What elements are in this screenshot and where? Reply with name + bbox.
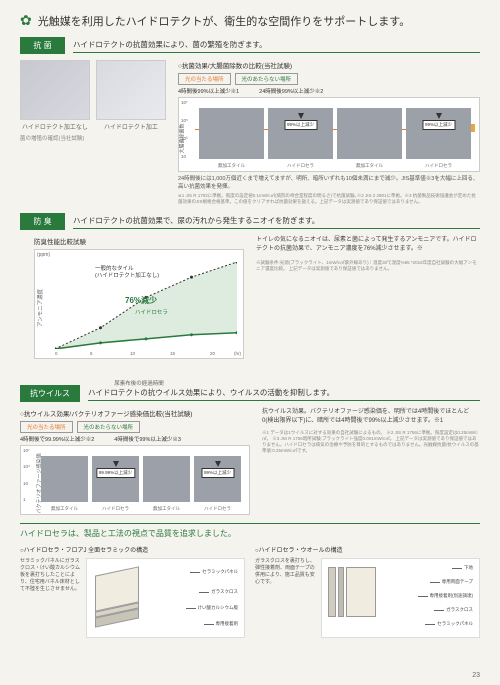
tile-group: ハイドロテクト加工なし ハイドロテクト加工 菌の増殖の確認(当社試験) [20,60,166,205]
chart-1: ○抗菌効果/大腸菌除数の比較(当社試験) 光の当たる場所 光のあたらない場所 4… [178,60,480,205]
sub1: 4時間後99%以上減少※1 [178,87,239,95]
main-title: ✿ 光触媒を利用したハイドロテクトが、衛生的な空間作りをサポートします。 [0,0,500,37]
section-deodorize: 防 臭 ハイドロテクトの抗菌効果で、尿の汚れから発生するニオイを防ぎます。 防臭… [0,213,500,377]
diagram-box-2: 下地 専用両面テープ 専用接着剤(別途調達) ガラスクロス セラミックパネル [321,558,480,638]
lc-xlabel: 尿素布後の経過時間 [34,379,244,387]
chart1-title: ○抗菌効果/大腸菌除数の比較(当社試験) [178,60,480,70]
bar-chart-3: バクテリオファージ感染価 10⁷10⁴101 無加工タイル 99.99%以上減少… [20,445,250,515]
desc-antivirus: ハイドロテクトの抗ウイルス効果により、ウイルスの活動を抑制します。 [88,387,480,401]
desc-antibacterial: ハイドロテクトの抗菌効果により、菌の繁殖を防ぎます。 [73,39,480,53]
chart3-title: ○抗ウイルス効果/バクテリオファージ感染価比較(当社試験) [20,408,250,418]
diagram-wall: ○ハイドロセラ・ウオールの構造 ガラスクロスを裏打ちし、弾性接着剤、両面テープの… [255,545,480,638]
title-text: 光触媒を利用したハイドロテクトが、衛生的な空間作りをサポートします。 [38,13,410,29]
chart1-note: 24時間後には1,000万個近くまで増えてますが、明所、暗所いずれも10個未満に… [178,176,480,191]
chart2-title: 防臭性能比較試験 [34,236,244,246]
section-antibacterial: 抗 菌 ハイドロテクトの抗菌効果により、菌の繁殖を防ぎます。 ハイドロテクト加工… [0,37,500,205]
lc-badge-sub: ハイドロセラ [135,308,168,316]
side-text-3: 抗ウイルス効果。バクテリオファージ感染価を、明所では4時間後でほとんど0(検出限… [262,408,480,515]
legend3-light: 光の当たる場所 [20,421,73,433]
tag-deodorize: 防 臭 [20,213,65,230]
desc-deodorize: ハイドロテクトの抗菌効果で、尿の汚れから発生するニオイを防ぎます。 [73,215,480,229]
lc-badge: 76%減少 [125,295,157,306]
section-antivirus: 抗ウイルス ハイドロテクトの抗ウイルス効果により、ウイルスの活動を抑制します。 … [0,385,500,515]
chart1-fine: ※1 JIS R 1702に準拠。照度の設定値0.1mW/c㎡(病院の待合室程度… [178,193,480,205]
tile-cap-1: ハイドロテクト加工なし [20,122,90,131]
tile-cap-2: ハイドロテクト加工 [96,122,166,131]
line-chart: アンモニア濃度 (ppm) 一般的なタイル (ハイドロテクト加工なし) 76%減… [34,249,244,359]
chart-3: ○抗ウイルス効果/バクテリオファージ感染価比較(当社試験) 光の当たる場所 光の… [20,408,250,515]
lc-ylabel: アンモニア濃度 [36,289,44,327]
diagram-row: ○ハイドロセラ・フロアJ 全面セラミックの構造 セラミックパネルにガラスクロス・… [0,545,500,638]
tag-antivirus: 抗ウイルス [20,385,80,402]
tag-antibacterial: 抗 菌 [20,37,65,54]
tile-image-2 [96,60,166,120]
legend-light: 光の当たる場所 [178,73,231,85]
lc-legend: 一般的なタイル (ハイドロテクト加工なし) [95,266,159,280]
tile-image-1 [20,60,90,120]
divider [20,523,480,524]
yaxis: 10⁷10⁵10³10 [181,100,195,159]
leaf-icon: ✿ [20,12,32,29]
tile-note: 菌の増殖の確認(当社試験) [20,134,166,142]
page-number: 23 [472,672,480,679]
sub-title: ハイドロセラは、製品と工法の視点で品質を追求しました。 [20,528,480,539]
diagram-box-1: セラミックパネル ガラスクロス けい酸カルシウム版 専用接着剤 [86,558,245,638]
side-text-2: トイレの気になるニオイは、尿素と菌によって発生するアンモニアです。ハイドロテクト… [256,236,480,377]
legend-dark: 光のあたらない場所 [235,73,299,85]
bar-chart-1: 大腸菌除菌数 10⁷10⁵10³10 JIS基準値※3 無加工タイル 99%以上… [178,97,480,172]
legend3-dark: 光のあたらない場所 [77,421,141,433]
diagram-floor: ○ハイドロセラ・フロアJ 全面セラミックの構造 セラミックパネルにガラスクロス・… [20,545,245,638]
sub2: 24時間後99%以上減少※2 [259,87,323,95]
lc-yunit: (ppm) [37,252,50,258]
